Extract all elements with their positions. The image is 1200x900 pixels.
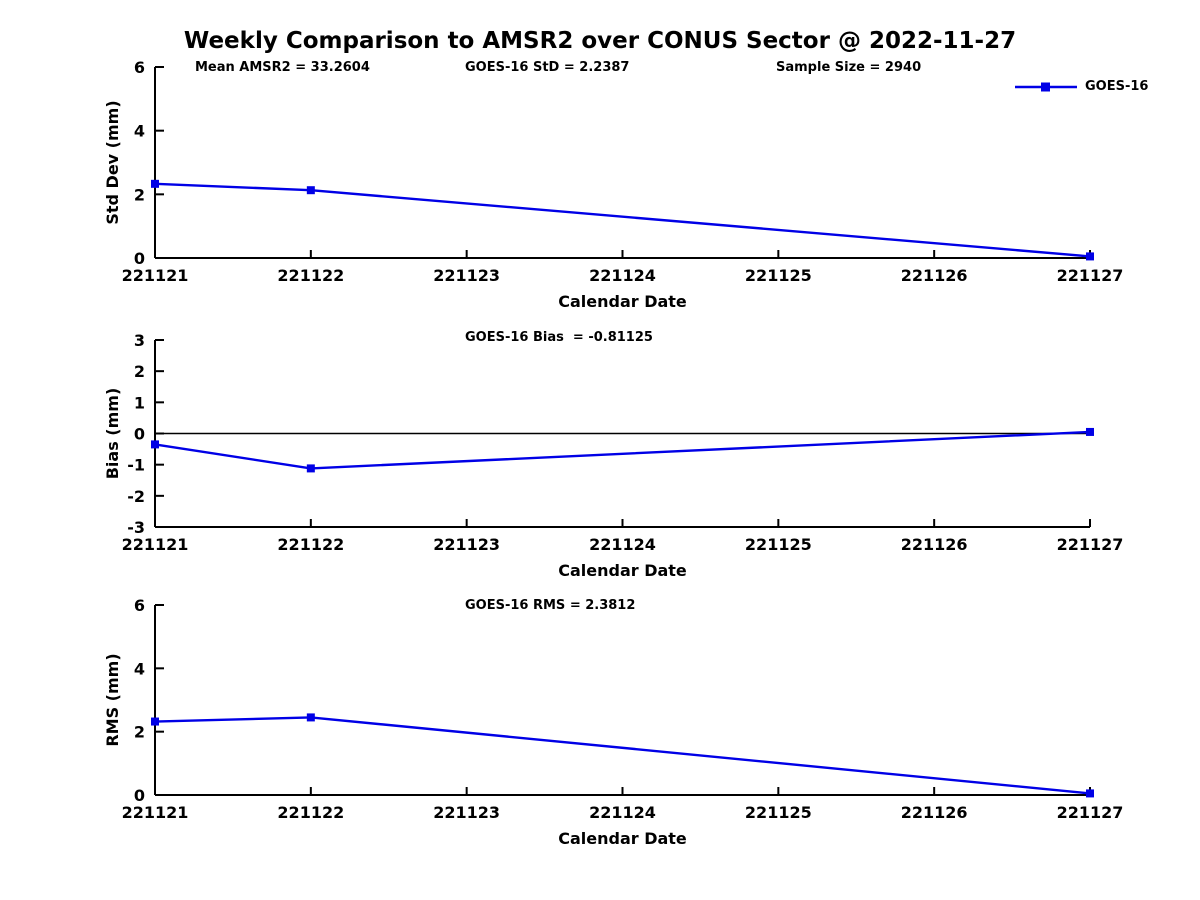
y-tick-label: 2 [134, 362, 145, 381]
legend-line-marker-icon [1015, 82, 1077, 91]
y-tick-label: 0 [134, 786, 145, 805]
y-tick-label: 0 [134, 249, 145, 268]
rms-chart: 0 2 4 6 221121 221122 221123 221124 221125 221126… [103, 596, 1123, 848]
x-axis-label: Calendar Date [558, 561, 687, 580]
annotation-goes16-std: GOES-16 StD = 2.2387 [465, 60, 630, 75]
annotation-mean-amsr2: Mean AMSR2 = 33.2604 [195, 60, 370, 75]
data-point-marker [151, 717, 159, 726]
y-axis-label: RMS (mm) [103, 653, 122, 746]
x-tick-label: 221127 [1057, 266, 1124, 285]
chart-title: Weekly Comparison to AMSR2 over CONUS Se… [183, 28, 1017, 54]
annotation-goes16-bias: GOES-16 Bias = -0.81125 [465, 330, 653, 345]
x-tick-label: 221125 [745, 535, 812, 554]
x-tick-label: 221121 [122, 803, 189, 822]
y-tick-label: 6 [134, 58, 145, 77]
y-tick-label: 6 [134, 596, 145, 615]
x-tick-label: 221124 [589, 535, 656, 554]
y-tick-label: -2 [127, 487, 145, 506]
x-tick-label: 221124 [589, 266, 656, 285]
x-tick-label: 221123 [433, 266, 500, 285]
x-tick-label: 221123 [433, 803, 500, 822]
y-tick-label: -3 [127, 518, 145, 537]
x-tick-label: 221127 [1057, 535, 1124, 554]
y-tick-label: 0 [134, 425, 145, 444]
annotation-sample-size: Sample Size = 2940 [776, 60, 922, 75]
data-point-marker [306, 713, 315, 722]
x-axis-label: Calendar Date [558, 829, 687, 848]
y-tick-label: 4 [134, 122, 145, 141]
x-tick-label: 221121 [122, 266, 189, 285]
x-tick-label: 221122 [277, 535, 344, 554]
data-point-marker [1086, 427, 1094, 436]
legend: GOES-16 [1014, 79, 1148, 94]
y-axis-label: Std Dev (mm) [103, 100, 122, 224]
data-point-marker [1086, 789, 1094, 798]
x-tick-label: 221122 [277, 803, 344, 822]
y-tick-label: 2 [134, 185, 145, 204]
std-dev-chart: 0 2 4 6 221121 221122 221123 221124 221125 221126… [103, 58, 1123, 311]
data-line [154, 430, 1091, 470]
legend-series-label: GOES-16 [1085, 79, 1149, 94]
y-tick-label: 2 [134, 723, 145, 742]
x-tick-label: 221122 [277, 266, 344, 285]
y-tick-label: 4 [134, 659, 145, 678]
data-line [154, 716, 1091, 795]
x-tick-label: 221127 [1057, 803, 1124, 822]
bias-chart: -3 -2 -1 0 1 2 3 221121 221122 221123 221124 221125… [103, 331, 1123, 580]
x-tick-label: 221121 [122, 535, 189, 554]
data-point-marker [151, 440, 159, 449]
data-point-marker [306, 186, 315, 195]
annotation-goes16-rms: GOES-16 RMS = 2.3812 [465, 598, 636, 613]
y-tick-label: -1 [127, 456, 145, 475]
x-tick-label: 221126 [901, 266, 968, 285]
y-tick-label: 1 [134, 393, 145, 412]
y-tick-label: 3 [134, 331, 145, 350]
y-axis-label: Bias (mm) [103, 388, 122, 480]
data-point-marker [1086, 252, 1094, 261]
x-tick-label: 221126 [901, 535, 968, 554]
x-axis-label: Calendar Date [558, 292, 687, 311]
x-tick-label: 221123 [433, 535, 500, 554]
data-line [154, 182, 1091, 258]
data-point-marker [151, 179, 159, 188]
x-tick-label: 221125 [745, 803, 812, 822]
x-tick-label: 221126 [901, 803, 968, 822]
x-tick-label: 221124 [589, 803, 656, 822]
data-point-marker [306, 464, 315, 473]
x-tick-label: 221125 [745, 266, 812, 285]
